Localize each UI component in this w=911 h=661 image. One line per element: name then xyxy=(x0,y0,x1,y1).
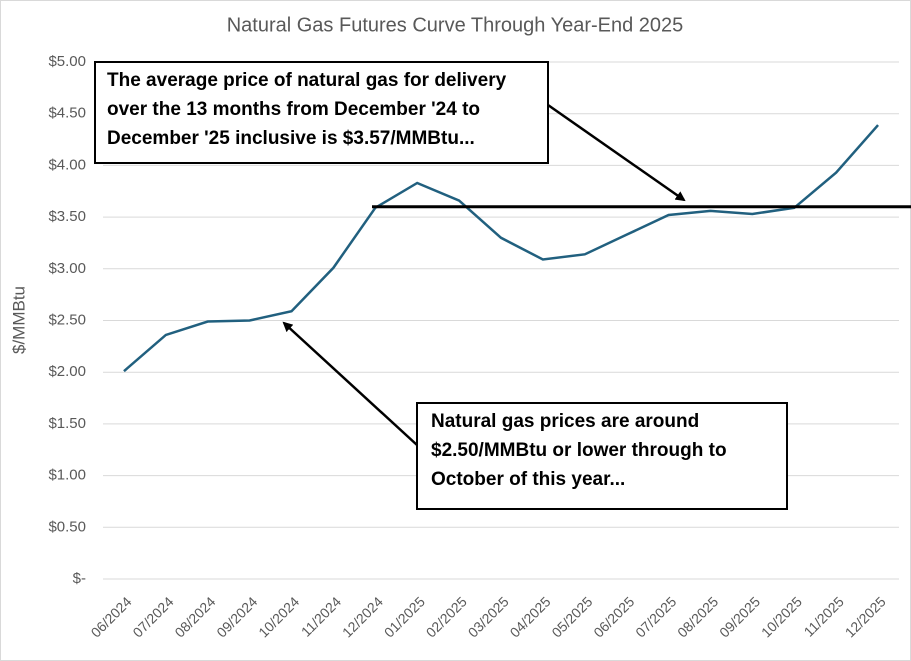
y-tick-label: $2.00 xyxy=(48,363,86,380)
annotation-text: $2.50/MMBtu or lower through to xyxy=(431,440,727,461)
chart-title: Natural Gas Futures Curve Through Year-E… xyxy=(227,14,684,36)
y-tick-label: $4.50 xyxy=(48,105,86,122)
arrow xyxy=(282,321,418,446)
arrow xyxy=(547,103,686,202)
annotation-text: over the 13 months from December '24 to xyxy=(107,99,480,120)
y-tick-label: $0.50 xyxy=(48,518,86,535)
annotation-text: October of this year... xyxy=(431,469,625,490)
annotation-text: The average price of natural gas for del… xyxy=(107,70,507,91)
y-tick-label: $1.50 xyxy=(48,415,86,432)
y-tick-label: $3.00 xyxy=(48,260,86,277)
y-tick-label: $4.00 xyxy=(48,156,86,173)
y-tick-label: $2.50 xyxy=(48,311,86,328)
y-tick-label: $1.00 xyxy=(48,467,86,484)
annotation-text: Natural gas prices are around xyxy=(431,411,699,432)
y-tick-label: $3.50 xyxy=(48,208,86,225)
y-tick-label: $5.00 xyxy=(48,53,86,70)
annotation-box xyxy=(416,402,788,510)
data-line xyxy=(123,124,879,373)
y-tick-label: $- xyxy=(73,570,86,587)
annotation-box xyxy=(94,61,549,164)
annotation-text: December '25 inclusive is $3.57/MMBtu... xyxy=(107,128,475,149)
y-axis-label: $/MMBtu xyxy=(9,286,28,354)
